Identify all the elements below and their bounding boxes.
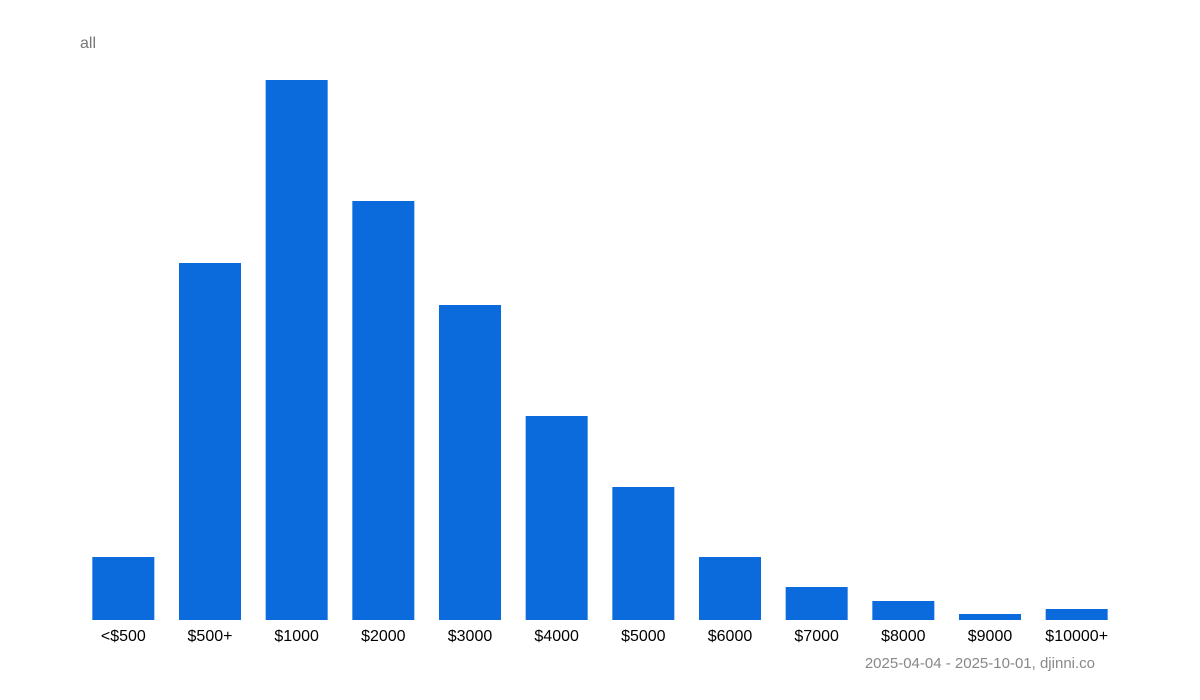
bar (1045, 609, 1108, 620)
bar (699, 557, 761, 620)
x-tick-label: $1000 (274, 628, 319, 645)
bar (959, 614, 1021, 620)
x-tick-label: $8000 (881, 628, 926, 645)
x-tick-label: $9000 (968, 628, 1013, 645)
bar (439, 305, 501, 620)
x-tick-label: $5000 (621, 628, 666, 645)
x-tick-label: $7000 (794, 628, 839, 645)
x-tick-label: $2000 (361, 628, 406, 645)
bar (352, 201, 415, 620)
bar (612, 487, 675, 620)
chart-title: all (80, 35, 96, 52)
bar (872, 601, 935, 620)
bar (525, 416, 588, 620)
x-tick-label: <$500 (101, 628, 146, 645)
x-tick-label: $10000+ (1045, 628, 1108, 645)
bar (179, 263, 241, 620)
bar (785, 587, 848, 620)
x-tick-label: $6000 (708, 628, 753, 645)
x-tick-label: $500+ (188, 628, 233, 645)
x-tick-label: $4000 (534, 628, 579, 645)
bar (265, 80, 328, 620)
bar (92, 557, 155, 620)
x-tick-label: $3000 (448, 628, 493, 645)
source-note: 2025-04-04 - 2025-10-01, djinni.co (865, 655, 1095, 672)
